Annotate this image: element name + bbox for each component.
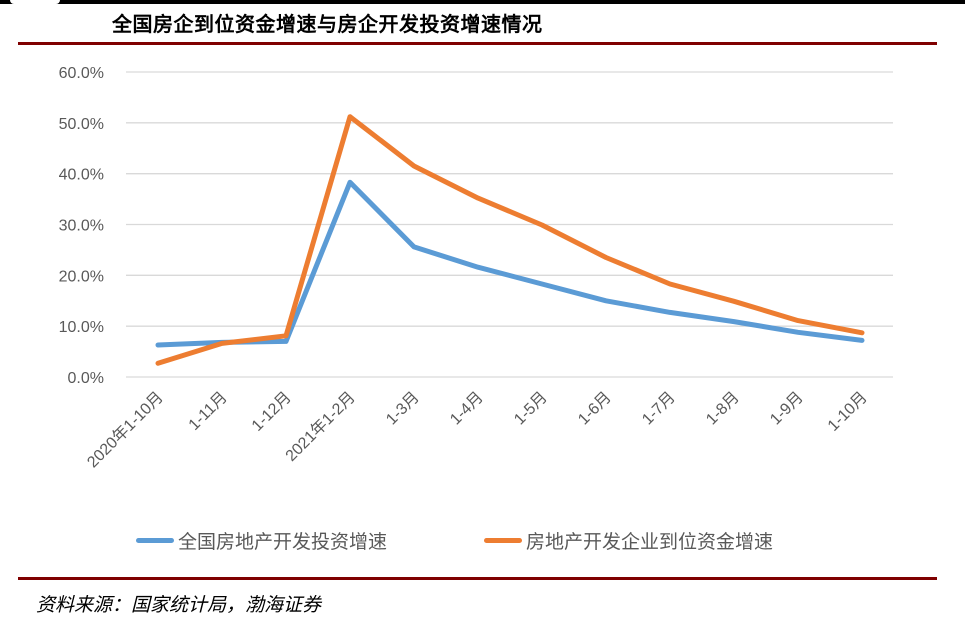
x-tick-label: 1-10月 — [825, 389, 871, 435]
series-line-investment — [155, 179, 865, 348]
series-lines — [155, 114, 865, 366]
x-tick-label: 1-9月 — [767, 389, 807, 429]
series-line-funds — [155, 114, 865, 366]
x-tick-label: 1-4月 — [447, 389, 487, 429]
x-tick-label: 1-7月 — [639, 389, 679, 429]
y-tick-label: 10.0% — [59, 319, 104, 336]
top-border-strip — [0, 0, 965, 4]
x-tick-label: 1-5月 — [511, 389, 551, 429]
x-tick-label: 1-12月 — [249, 389, 295, 435]
y-tick-label: 0.0% — [68, 370, 104, 387]
legend-label-investment: 全国房地产开发投资增速 — [178, 532, 388, 553]
title-divider — [18, 42, 937, 45]
y-tick-label: 50.0% — [59, 116, 104, 133]
chart-title: 全国房企到位资金增速与房企开发投资增速情况 — [112, 12, 543, 36]
x-tick-label: 1-3月 — [383, 389, 423, 429]
x-tick-label: 1-6月 — [575, 389, 615, 429]
y-tick-label: 40.0% — [59, 167, 104, 184]
top-border-notch — [10, 0, 60, 4]
legend: 全国房地产开发投资增速 房地产开发企业到位资金增速 — [0, 527, 965, 557]
line-chart: 0.0% 10.0% 20.0% 30.0% 40.0% 50.0% 60.0% 2020年… — [59, 65, 893, 471]
y-tick-label: 30.0% — [59, 218, 104, 235]
footer-divider — [18, 577, 937, 580]
legend-label-funds: 房地产开发企业到位资金增速 — [526, 532, 774, 553]
gridlines — [126, 71, 893, 378]
x-tick-label: 2020年1-10月 — [84, 388, 167, 471]
x-tick-label: 1-8月 — [703, 389, 743, 429]
y-tick-label: 60.0% — [59, 65, 104, 82]
legend-item-funds: 房地产开发企业到位资金增速 — [484, 527, 773, 554]
legend-item-investment: 全国房地产开发投资增速 — [136, 527, 387, 554]
legend-swatch-funds — [484, 538, 522, 543]
legend-swatch-investment — [136, 538, 174, 543]
x-tick-label: 1-11月 — [186, 389, 231, 434]
source-note: 资料来源：国家统计局，渤海证券 — [36, 594, 322, 616]
y-axis-ticks: 0.0% 10.0% 20.0% 30.0% 40.0% 50.0% 60.0% — [59, 65, 104, 387]
y-tick-label: 20.0% — [59, 268, 104, 285]
